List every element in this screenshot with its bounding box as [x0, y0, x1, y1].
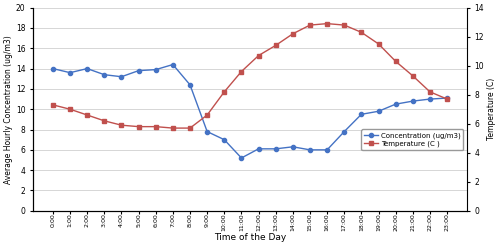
Temperature (C ) — [342, 24, 347, 27]
Concentration (ug/m3) — [307, 148, 313, 151]
Concentration (ug/m3) — [152, 68, 158, 71]
Concentration (ug/m3) — [410, 100, 416, 103]
Concentration (ug/m3) — [84, 67, 90, 70]
Temperature (C ) — [187, 127, 193, 130]
Concentration (ug/m3) — [50, 67, 56, 70]
Y-axis label: Average Hourly Concentration (ug/m3): Average Hourly Concentration (ug/m3) — [4, 35, 13, 184]
Temperature (C ) — [118, 124, 124, 127]
Temperature (C ) — [307, 24, 313, 27]
Temperature (C ) — [84, 114, 90, 117]
Concentration (ug/m3) — [187, 83, 193, 86]
Temperature (C ) — [376, 43, 382, 46]
Concentration (ug/m3) — [358, 113, 364, 116]
Concentration (ug/m3) — [170, 63, 176, 66]
Temperature (C ) — [324, 22, 330, 25]
Temperature (C ) — [238, 70, 244, 73]
Concentration (ug/m3) — [256, 147, 262, 150]
Temperature (C ) — [358, 31, 364, 34]
Concentration (ug/m3) — [136, 69, 141, 72]
Concentration (ug/m3) — [290, 145, 296, 148]
Temperature (C ) — [152, 125, 158, 128]
Temperature (C ) — [204, 114, 210, 117]
Concentration (ug/m3) — [392, 103, 398, 106]
Concentration (ug/m3) — [67, 71, 73, 74]
Concentration (ug/m3) — [342, 130, 347, 133]
Temperature (C ) — [392, 60, 398, 63]
Temperature (C ) — [427, 90, 433, 93]
Line: Concentration (ug/m3): Concentration (ug/m3) — [51, 62, 449, 160]
Concentration (ug/m3) — [427, 98, 433, 101]
Concentration (ug/m3) — [272, 147, 278, 150]
Temperature (C ) — [272, 44, 278, 47]
Legend: Concentration (ug/m3), Temperature (C ): Concentration (ug/m3), Temperature (C ) — [362, 129, 464, 150]
Concentration (ug/m3) — [444, 97, 450, 100]
Temperature (C ) — [67, 108, 73, 111]
Line: Temperature (C ): Temperature (C ) — [51, 22, 449, 130]
Temperature (C ) — [256, 54, 262, 57]
Temperature (C ) — [102, 119, 107, 122]
Temperature (C ) — [136, 125, 141, 128]
Concentration (ug/m3) — [204, 130, 210, 133]
Temperature (C ) — [410, 74, 416, 77]
Temperature (C ) — [290, 32, 296, 35]
Concentration (ug/m3) — [238, 156, 244, 159]
Concentration (ug/m3) — [324, 148, 330, 151]
Concentration (ug/m3) — [102, 73, 107, 76]
Concentration (ug/m3) — [376, 110, 382, 113]
Temperature (C ) — [170, 127, 176, 130]
Temperature (C ) — [50, 103, 56, 106]
X-axis label: Time of the Day: Time of the Day — [214, 233, 286, 242]
Concentration (ug/m3) — [118, 75, 124, 78]
Concentration (ug/m3) — [222, 138, 228, 141]
Temperature (C ) — [222, 90, 228, 93]
Temperature (C ) — [444, 98, 450, 101]
Y-axis label: Temperature (C): Temperature (C) — [487, 78, 496, 140]
